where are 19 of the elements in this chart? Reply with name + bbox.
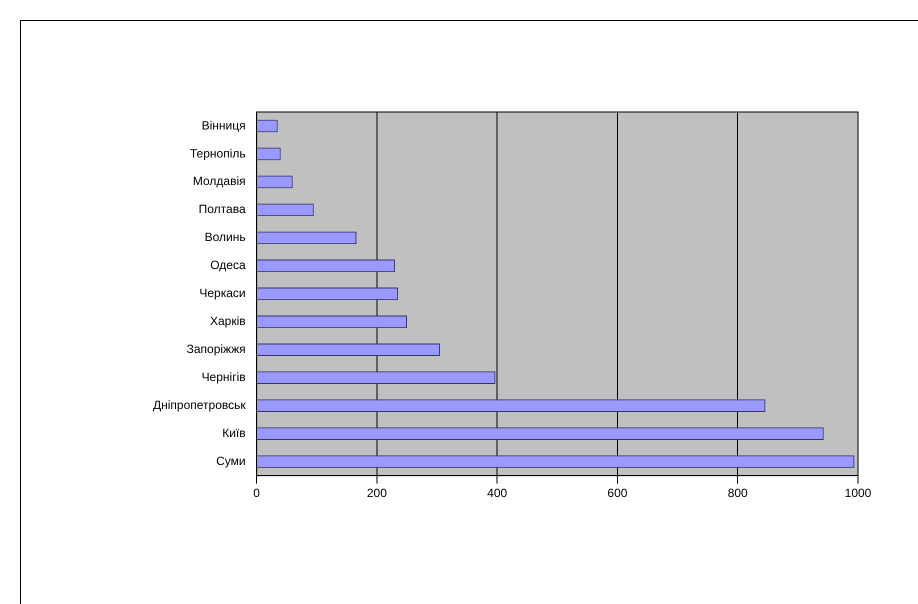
- y-tick-label: Одеса: [210, 258, 246, 272]
- y-tick-label: Харків: [210, 314, 246, 328]
- y-tick-label: Київ: [222, 426, 246, 440]
- x-tick-label: 1000: [844, 486, 872, 500]
- y-tick-label: Чернігів: [202, 370, 246, 384]
- y-tick-label: Молдавія: [192, 174, 246, 188]
- y-tick-label: Волинь: [204, 230, 246, 244]
- x-tick-label: 400: [487, 486, 508, 500]
- x-tick-label: 800: [728, 486, 748, 500]
- y-tick-label: Суми: [216, 454, 246, 468]
- x-tick-label: 200: [366, 486, 388, 500]
- y-tick-label: Запоріжжя: [186, 342, 246, 356]
- y-tick-label: Полтава: [198, 202, 246, 216]
- y-tick-label: Тернопіль: [190, 146, 246, 160]
- x-tick-label: 0: [253, 486, 260, 500]
- y-tick-label: Дніпропетровськ: [153, 398, 246, 412]
- x-tick-label: 600: [607, 486, 628, 500]
- y-tick-label: Вінниця: [202, 118, 246, 132]
- y-tick-label: Черкаси: [199, 286, 246, 300]
